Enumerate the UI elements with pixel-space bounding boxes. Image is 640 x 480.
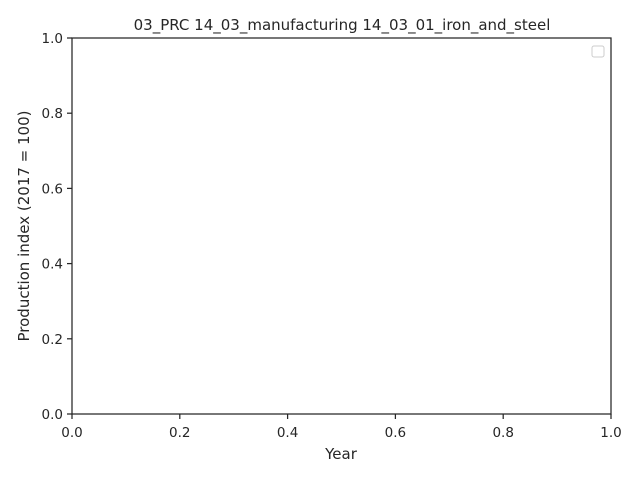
y-tick-label: 0.2 <box>42 332 63 348</box>
y-tick-label: 0.6 <box>42 181 63 197</box>
x-tick-label: 0.6 <box>385 425 406 441</box>
y-tick-label: 0.8 <box>42 106 63 122</box>
x-axis-label: Year <box>324 445 358 463</box>
plot-area <box>71 37 612 415</box>
x-tick-label: 1.0 <box>600 425 621 441</box>
x-tick-label: 0.2 <box>169 425 190 441</box>
legend-box <box>591 45 605 58</box>
y-tick-label: 1.0 <box>42 31 63 47</box>
x-axis-ticks: 0.0 0.2 0.4 0.6 0.8 1.0 <box>61 414 622 441</box>
x-tick-label: 0.0 <box>61 425 82 441</box>
x-tick-label: 0.8 <box>492 425 513 441</box>
x-tick-label: 0.4 <box>277 425 298 441</box>
y-axis-label: Production index (2017 = 100) <box>15 111 33 342</box>
y-tick-label: 0.4 <box>42 257 63 273</box>
chart-title: 03_PRC 14_03_manufacturing 14_03_01_iron… <box>134 16 551 35</box>
y-axis-ticks: 0.0 0.2 0.4 0.6 0.8 1.0 <box>42 31 72 423</box>
y-tick-label: 0.0 <box>42 407 63 423</box>
